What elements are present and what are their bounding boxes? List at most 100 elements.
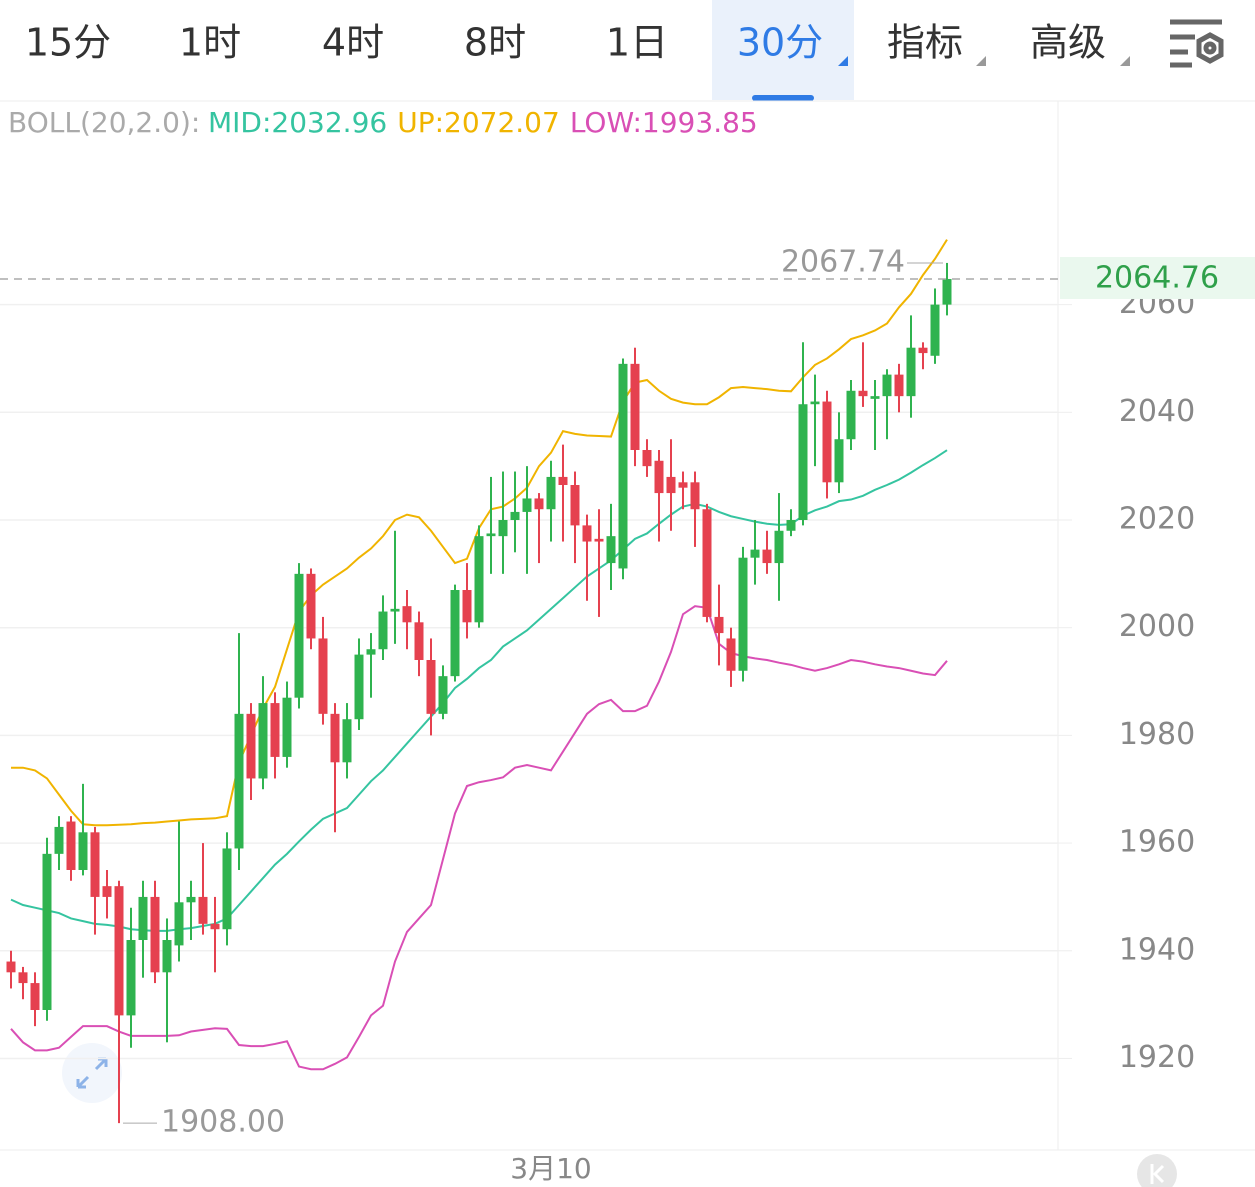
active-tab-bg: [712, 0, 854, 100]
candle-body: [762, 549, 772, 564]
candle-body: [414, 622, 424, 660]
candle-body: [234, 713, 244, 849]
boll-line: [10, 449, 948, 932]
tab[interactable]: 8时: [464, 21, 526, 65]
boll-line: [10, 605, 948, 1071]
candle-body: [174, 902, 184, 946]
candle-body: [486, 533, 496, 537]
candle-body: [354, 654, 364, 720]
candle-body: [870, 396, 880, 399]
dropdown-arrow: [976, 56, 986, 66]
candle-body: [858, 390, 868, 397]
candle-body: [642, 450, 652, 467]
candle-body: [822, 401, 832, 483]
candle-body: [522, 498, 532, 512]
tab[interactable]: 1时: [179, 21, 241, 65]
candle-body: [930, 304, 940, 356]
candle-body: [126, 940, 136, 1016]
candle-body: [210, 923, 220, 930]
tab[interactable]: 高级: [1030, 21, 1106, 65]
candle-body: [114, 886, 124, 1016]
candle-body: [222, 848, 232, 930]
candle-body: [882, 374, 892, 397]
candle-body: [162, 940, 172, 973]
candle-body: [678, 482, 688, 488]
candle-body: [594, 538, 604, 542]
max-label: 2067.74: [781, 244, 905, 279]
candle-body: [834, 439, 844, 483]
candle-body: [90, 832, 100, 897]
candle-body: [906, 347, 916, 397]
legend-entry: LOW:1993.85: [570, 106, 758, 139]
candle-body: [42, 853, 52, 1010]
candle-body: [6, 961, 16, 973]
active-tab-indicator: [752, 95, 814, 101]
candle-body: [366, 649, 376, 655]
candle-body: [78, 832, 88, 870]
candle-body: [270, 703, 280, 757]
legend-entry: MID:2032.96: [208, 106, 387, 139]
candle-body: [138, 896, 148, 940]
tab[interactable]: 4时: [322, 21, 384, 65]
y-tick-label: 1960: [1119, 825, 1195, 860]
tab[interactable]: 指标: [887, 21, 963, 65]
expand-button[interactable]: [62, 1043, 122, 1103]
candle-body: [294, 573, 304, 698]
tab[interactable]: 15分: [25, 21, 111, 65]
candle-body: [342, 719, 352, 763]
candle-body: [606, 536, 616, 564]
candle-body: [426, 660, 436, 714]
candle-body: [702, 509, 712, 617]
candle-body: [186, 896, 196, 903]
candle-body: [690, 482, 700, 510]
candle-body: [738, 557, 748, 671]
tab[interactable]: 1日: [606, 21, 668, 65]
settings-icon[interactable]: [1170, 19, 1224, 68]
candle-body: [30, 983, 40, 1010]
dropdown-arrow: [1120, 56, 1130, 66]
candle-body: [474, 536, 484, 623]
candle-body: [246, 713, 256, 779]
candle-body: [666, 476, 676, 494]
legend: MID:2032.96 UP:2072.07 LOW:1993.85: [208, 106, 758, 139]
y-tick-label: 2040: [1119, 394, 1195, 429]
scroll-latest-button[interactable]: [1137, 1154, 1177, 1187]
candle-body: [582, 525, 592, 542]
candle-body: [462, 590, 472, 623]
candle-body: [546, 476, 556, 510]
candle-body: [786, 520, 796, 531]
candle-body: [18, 972, 28, 984]
candle-body: [150, 896, 160, 973]
candle-body: [846, 390, 856, 440]
candle-body: [510, 511, 520, 520]
candle-body: [318, 638, 328, 714]
candle-body: [330, 713, 340, 763]
candle-body: [894, 374, 904, 397]
tab[interactable]: 30分: [737, 21, 823, 65]
candle-body: [258, 703, 268, 779]
candle-body: [798, 404, 808, 520]
indicator-label: BOLL(20,2.0):: [8, 106, 200, 139]
candle-body: [378, 611, 388, 650]
candle-body: [102, 886, 112, 897]
y-tick-label: 1940: [1119, 932, 1195, 967]
candle-body: [402, 606, 412, 623]
candle-body: [66, 821, 76, 870]
candle-body: [750, 549, 760, 558]
min-label: 1908.00: [161, 1105, 285, 1140]
candle-body: [558, 476, 568, 485]
candle-body: [714, 616, 724, 634]
candle-body: [306, 573, 316, 639]
x-tick-label: 3月10: [510, 1152, 591, 1185]
dropdown-arrow: [838, 56, 848, 66]
legend-entry: UP:2072.07: [397, 106, 560, 139]
price-tag-bg: [1060, 256, 1255, 299]
candle-body: [942, 278, 952, 305]
candle-body: [498, 520, 508, 537]
y-tick-label: 2020: [1119, 502, 1195, 537]
candle-body: [450, 590, 460, 677]
candle-body: [630, 363, 640, 450]
candle-body: [918, 347, 928, 354]
candle-body: [774, 530, 784, 564]
